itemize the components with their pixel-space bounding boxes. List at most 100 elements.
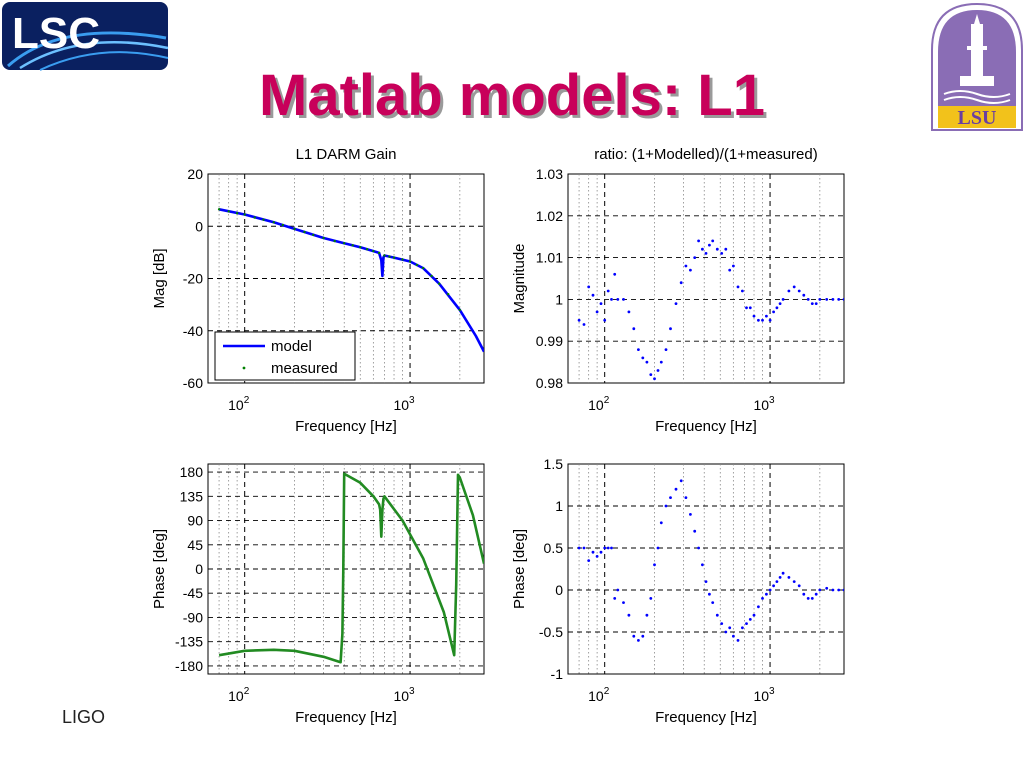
y-tick-label: -20: [183, 271, 203, 287]
data-point: [272, 221, 275, 224]
data-point: [669, 327, 672, 331]
y-tick-label: -180: [175, 658, 203, 674]
data-point: [814, 592, 818, 596]
data-point: [837, 588, 841, 592]
y-tick-label: 0.5: [544, 540, 564, 556]
data-point: [778, 576, 782, 579]
y-tick-label: 180: [180, 464, 204, 480]
data-point: [745, 622, 748, 625]
data-point: [732, 634, 735, 638]
data-point: [359, 246, 362, 249]
data-point: [632, 634, 636, 638]
chart-4: -1 -0.5 0 0.5 1 1.5 102 103 Frequency [Hz] Phase …: [511, 456, 845, 726]
lsu-logo-text: LSU: [958, 107, 997, 129]
data-point: [814, 302, 818, 305]
x-tick-label: 102: [228, 395, 250, 413]
data-point: [641, 634, 645, 638]
y-tick-label: 90: [187, 513, 203, 529]
data-point: [351, 244, 354, 247]
data-point: [343, 242, 346, 245]
data-point: [591, 550, 595, 554]
data-point: [787, 576, 791, 579]
x-tick-label: 103: [753, 395, 775, 413]
data-point: [831, 588, 835, 592]
data-point: [711, 239, 715, 243]
data-point: [810, 302, 814, 305]
data-point: [603, 546, 607, 550]
y-tick-label: 1.5: [544, 456, 564, 472]
data-point: [582, 323, 586, 326]
series-line: [218, 472, 484, 664]
data-point: [408, 260, 412, 263]
data-point: [333, 239, 336, 243]
data-point: [606, 546, 610, 550]
data-point: [613, 272, 617, 276]
data-point: [697, 239, 700, 243]
data-point: [775, 580, 779, 583]
data-point: [684, 264, 688, 268]
x-tick-label: 103: [393, 686, 415, 704]
y-tick-label: -0.5: [539, 624, 563, 640]
data-point: [757, 318, 760, 322]
plot-area: [567, 173, 845, 384]
data-point: [748, 618, 752, 621]
data-point: [806, 298, 810, 301]
data-point: [637, 348, 640, 351]
data-point: [768, 588, 772, 592]
data-point: [415, 263, 419, 267]
data-point: [392, 256, 396, 259]
data-point: [684, 496, 688, 499]
data-point: [637, 639, 640, 642]
data-point: [421, 266, 425, 270]
data-point: [752, 613, 756, 617]
data-point: [243, 213, 246, 216]
data-point: [656, 369, 660, 372]
data-point: [577, 546, 581, 550]
data-point: [797, 584, 801, 588]
data-layer: [577, 239, 844, 381]
data-point: [253, 216, 256, 219]
data-point: [383, 254, 386, 257]
data-point: [616, 588, 620, 592]
x-tick-label: 103: [753, 686, 775, 704]
data-point: [227, 210, 230, 213]
y-tick-label: 20: [187, 166, 203, 182]
legend-measured-swatch: [242, 366, 246, 370]
data-point: [679, 281, 683, 285]
data-point: [842, 588, 844, 592]
data-point: [781, 571, 785, 575]
data-point: [806, 597, 810, 600]
y-tick-label: 45: [187, 537, 203, 553]
lsc-logo: LSC: [2, 2, 169, 71]
data-point: [627, 310, 631, 314]
data-point: [582, 546, 586, 550]
data-point: [701, 563, 704, 567]
data-point: [765, 314, 768, 318]
data-point: [736, 285, 740, 289]
data-point: [595, 555, 599, 558]
data-point: [645, 360, 649, 364]
data-point: [679, 479, 683, 483]
data-point: [599, 550, 603, 554]
data-point: [377, 251, 381, 255]
data-point: [664, 504, 668, 508]
y-tick-label: 1: [555, 291, 563, 307]
data-point: [752, 314, 756, 318]
data-point: [697, 546, 700, 550]
data-point: [372, 249, 375, 253]
data-point: [401, 258, 404, 261]
y-tick-label: 0.99: [536, 333, 563, 349]
data-point: [704, 252, 708, 255]
x-axis-label: Frequency [Hz]: [295, 709, 397, 726]
y-tick-label: 0.98: [536, 375, 563, 391]
data-point: [613, 597, 617, 600]
x-axis-label: Frequency [Hz]: [295, 418, 397, 435]
data-point: [837, 298, 841, 301]
data-point: [365, 248, 369, 251]
lsc-logo-text: LSC: [12, 9, 100, 58]
y-tick-label: 1.03: [536, 166, 563, 182]
data-layer: [577, 479, 844, 642]
legend-entry: measured: [271, 360, 338, 377]
data-point: [792, 285, 796, 289]
data-point: [825, 298, 829, 301]
